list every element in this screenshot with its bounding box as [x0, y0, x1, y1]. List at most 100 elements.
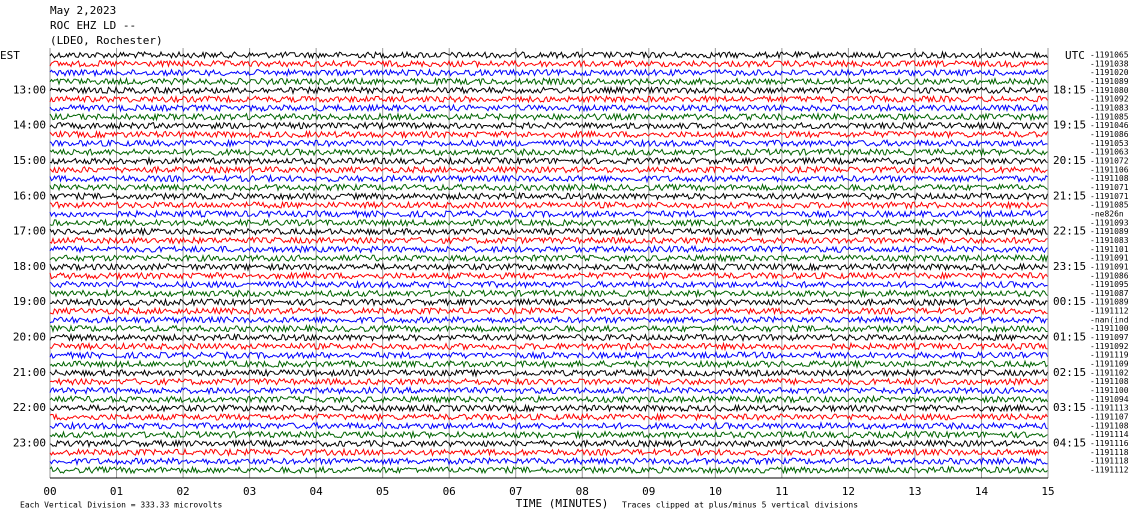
seismic-trace: [49, 147, 1048, 157]
trace-label: -1191100: [1090, 386, 1129, 395]
trace-label: -1191095: [1090, 280, 1129, 289]
x-tick-label: 03: [243, 485, 256, 498]
left-hour-label: 22:00: [13, 401, 46, 414]
seismic-trace: [49, 447, 1048, 457]
seismic-trace: [49, 173, 1048, 184]
trace-label: -1191083: [1090, 236, 1129, 245]
seismic-trace: [49, 182, 1048, 192]
trace-label: -1191083: [1090, 103, 1129, 112]
trace-label: -1191092: [1090, 342, 1129, 351]
seismic-trace: [49, 288, 1048, 299]
seismic-trace: [49, 315, 1048, 325]
x-tick-label: 05: [376, 485, 389, 498]
seismic-trace: [49, 429, 1048, 440]
left-hour-label: 17:00: [13, 225, 46, 238]
trace-label: -1191087: [1090, 289, 1129, 298]
right-hour-label: 00:15: [1053, 295, 1086, 308]
seismic-trace: [49, 156, 1048, 166]
seismic-trace: [49, 235, 1048, 246]
x-axis-label: TIME (MINUTES): [516, 497, 609, 510]
trace-label: -1191089: [1090, 227, 1129, 236]
right-hour-label: 23:15: [1053, 260, 1086, 273]
trace-label: -1191116: [1090, 439, 1129, 448]
seismic-trace: [49, 209, 1048, 219]
right-hour-label: 01:15: [1053, 331, 1086, 344]
seismic-trace: [49, 456, 1048, 467]
trace-label: -1191038: [1090, 59, 1129, 68]
right-hour-label: 03:15: [1053, 401, 1086, 414]
trace-label: -1191089: [1090, 77, 1129, 86]
trace-label: -1191112: [1090, 307, 1129, 316]
seismic-trace: [49, 368, 1048, 378]
left-hour-label: 14:00: [13, 119, 46, 132]
seismic-trace: [49, 244, 1048, 254]
seismic-trace: [49, 94, 1048, 104]
trace-label: -1191101: [1090, 245, 1129, 254]
x-tick-label: 12: [842, 485, 855, 498]
left-hour-label: 23:00: [13, 437, 46, 450]
trace-label: -1191020: [1090, 68, 1129, 77]
trace-label: -1191092: [1090, 95, 1129, 104]
trace-label: -1191072: [1090, 156, 1129, 165]
trace-label: -1191108: [1090, 174, 1129, 183]
x-tick-label: 07: [509, 485, 522, 498]
trace-label: -1191097: [1090, 333, 1129, 342]
footnote: Traces clipped at plus/minus 5 vertical …: [622, 501, 858, 510]
x-tick-label: 10: [709, 485, 722, 498]
seismic-trace: [49, 412, 1048, 422]
seismic-trace: [49, 403, 1048, 413]
trace-label: -1191086: [1090, 130, 1129, 139]
seismic-trace: [49, 359, 1048, 369]
x-tick-label: 15: [1041, 485, 1054, 498]
x-tick-label: 09: [642, 485, 655, 498]
right-hour-label: 18:15: [1053, 83, 1086, 96]
x-tick-label: 06: [443, 485, 456, 498]
left-hour-label: 19:00: [13, 295, 46, 308]
trace-label: -1191046: [1090, 121, 1129, 130]
x-tick-label: 00: [43, 485, 56, 498]
seismic-trace: [49, 394, 1048, 405]
trace-label: -1191085: [1090, 112, 1129, 121]
seismic-trace: [49, 165, 1048, 175]
trace-label: -1191080: [1090, 86, 1129, 95]
seismic-trace: [49, 226, 1048, 237]
right-hour-label: 02:15: [1053, 366, 1086, 379]
seismic-trace: [49, 112, 1048, 122]
seismic-trace: [49, 138, 1048, 148]
seismic-trace: [49, 377, 1048, 387]
trace-label: -1191091: [1090, 254, 1129, 263]
header-line: May 2,2023: [50, 4, 116, 17]
x-tick-label: 02: [176, 485, 189, 498]
x-tick-label: 13: [908, 485, 921, 498]
trace-label: -1191091: [1090, 262, 1129, 271]
right-hour-label: 04:15: [1053, 437, 1086, 450]
trace-label: -nan(ind): [1090, 315, 1130, 324]
seismic-trace: [49, 200, 1048, 211]
seismic-trace: [49, 350, 1048, 360]
seismic-trace: [49, 67, 1048, 78]
left-hour-label: 20:00: [13, 331, 46, 344]
right-hour-label: 22:15: [1053, 225, 1086, 238]
trace-label: -1191063: [1090, 148, 1129, 157]
trace-label: -1191100: [1090, 324, 1129, 333]
left-hour-label: 13:00: [13, 83, 46, 96]
trace-label: -1191114: [1090, 430, 1129, 439]
seismic-trace: [49, 121, 1048, 131]
trace-label: -1191108: [1090, 421, 1129, 430]
seismic-trace: [49, 218, 1048, 228]
seismic-trace: [49, 306, 1048, 316]
seismic-trace: [49, 262, 1048, 272]
seismic-trace: [49, 465, 1048, 475]
trace-label: -1191118: [1090, 448, 1129, 457]
seismic-trace: [49, 76, 1048, 87]
right-hour-label: 19:15: [1053, 119, 1086, 132]
trace-label: -1191109: [1090, 360, 1129, 369]
seismic-trace: [49, 438, 1048, 449]
trace-label: -1191094: [1090, 395, 1129, 404]
trace-label: -1191108: [1090, 377, 1129, 386]
trace-label: -1191089: [1090, 298, 1129, 307]
left-hour-label: 18:00: [13, 260, 46, 273]
left-hour-label: 15:00: [13, 154, 46, 167]
trace-label: -1191107: [1090, 413, 1129, 422]
